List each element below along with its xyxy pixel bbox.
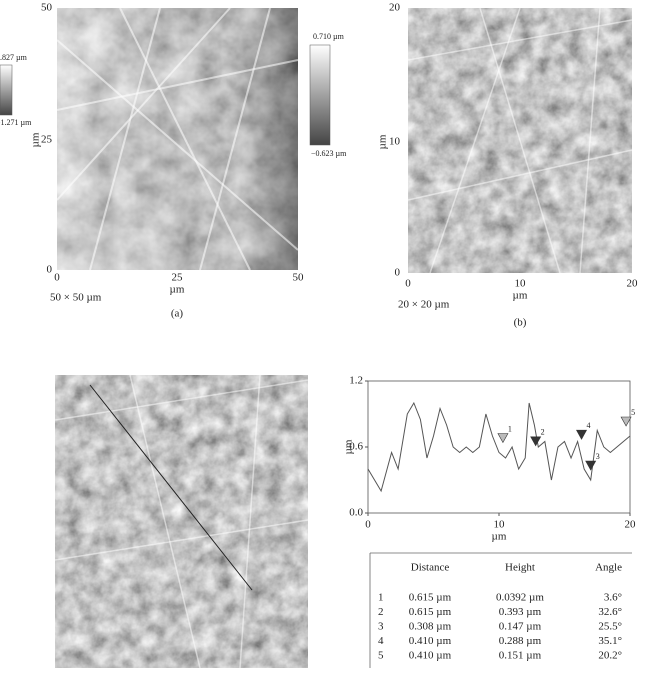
x-tick-label: 20 <box>625 519 637 531</box>
y-tick-label: 1.2 <box>349 375 363 387</box>
marker-label: 3 <box>596 452 600 461</box>
colorbar-max: 1.827 µm <box>0 53 28 62</box>
colorbar-min: −1.271 µm <box>0 118 32 127</box>
x-label: µm <box>492 531 507 543</box>
afm-image-a <box>56 7 299 271</box>
table-cell: 0.393 µm <box>499 606 542 618</box>
scan-size: 50 × 50 µm <box>50 292 102 304</box>
table-cell: 1 <box>378 592 384 604</box>
table-header: Distance <box>411 562 450 574</box>
table-cell: 3 <box>378 621 384 633</box>
table-cell: 0.615 µm <box>409 606 452 618</box>
table-cell: 20.2° <box>598 650 622 662</box>
marker <box>620 416 632 427</box>
y-tick: 0 <box>47 264 53 276</box>
table-cell: 32.6° <box>598 606 622 618</box>
table-cell: 25.5° <box>598 621 622 633</box>
table-cell: 0.410 µm <box>409 635 452 647</box>
colorbar-mid <box>309 44 331 146</box>
table-header: Angle <box>595 562 622 574</box>
y-tick: 25 <box>41 134 53 146</box>
x-tick-label: 0 <box>365 519 371 531</box>
x-tick-label: 10 <box>494 519 506 531</box>
marker-label: 2 <box>541 428 545 437</box>
y-tick: 50 <box>41 2 53 14</box>
y-tick: 0 <box>395 267 401 279</box>
y-tick: 10 <box>389 136 401 148</box>
y-tick-label: 0.6 <box>349 441 363 453</box>
colorbar-max: 0.710 µm <box>313 32 345 41</box>
y-tick: 20 <box>389 2 401 14</box>
x-tick: 0 <box>405 278 411 290</box>
table-cell: 0.151 µm <box>499 650 542 662</box>
table-cell: 0.615 µm <box>409 592 452 604</box>
y-label: µm <box>343 439 355 454</box>
table-cell: 0.147 µm <box>499 621 542 633</box>
panel-label: (a) <box>171 308 184 320</box>
y-label: µm <box>377 134 389 149</box>
x-tick: 0 <box>54 272 60 284</box>
colorbar-min: −0.623 µm <box>311 149 347 158</box>
profile-line <box>367 401 631 493</box>
table-cell: 5 <box>378 650 384 662</box>
x-tick: 20 <box>627 278 639 290</box>
table-cell: 35.1° <box>598 635 622 647</box>
x-tick: 10 <box>515 278 527 290</box>
afm-image-b <box>407 7 633 274</box>
marker <box>497 433 509 444</box>
marker <box>530 436 542 447</box>
afm-image-c <box>54 374 309 669</box>
marker-label: 5 <box>631 408 635 417</box>
x-tick: 25 <box>172 272 184 284</box>
table-header: Height <box>505 562 535 574</box>
table-cell: 0.410 µm <box>409 650 452 662</box>
marker <box>576 429 588 440</box>
table-cell: 0.308 µm <box>409 621 452 633</box>
x-label: µm <box>170 284 185 296</box>
x-label: µm <box>513 290 528 302</box>
panel-label: (b) <box>514 317 527 329</box>
plot-frame <box>367 380 631 514</box>
marker <box>585 460 597 471</box>
table-cell: 2 <box>378 606 384 618</box>
scan-size: 20 × 20 µm <box>398 299 450 311</box>
table-cell: 4 <box>378 635 384 647</box>
y-tick-label: 0.0 <box>349 507 363 519</box>
y-label: µm <box>30 132 42 147</box>
table-cell: 3.6° <box>604 592 622 604</box>
marker-label: 4 <box>587 421 591 430</box>
x-tick: 50 <box>293 272 305 284</box>
table-cell: 0.0392 µm <box>496 592 544 604</box>
table-cell: 0.288 µm <box>499 635 542 647</box>
table <box>369 552 632 668</box>
colorbar-a <box>0 64 13 116</box>
marker-label: 1 <box>508 424 512 433</box>
